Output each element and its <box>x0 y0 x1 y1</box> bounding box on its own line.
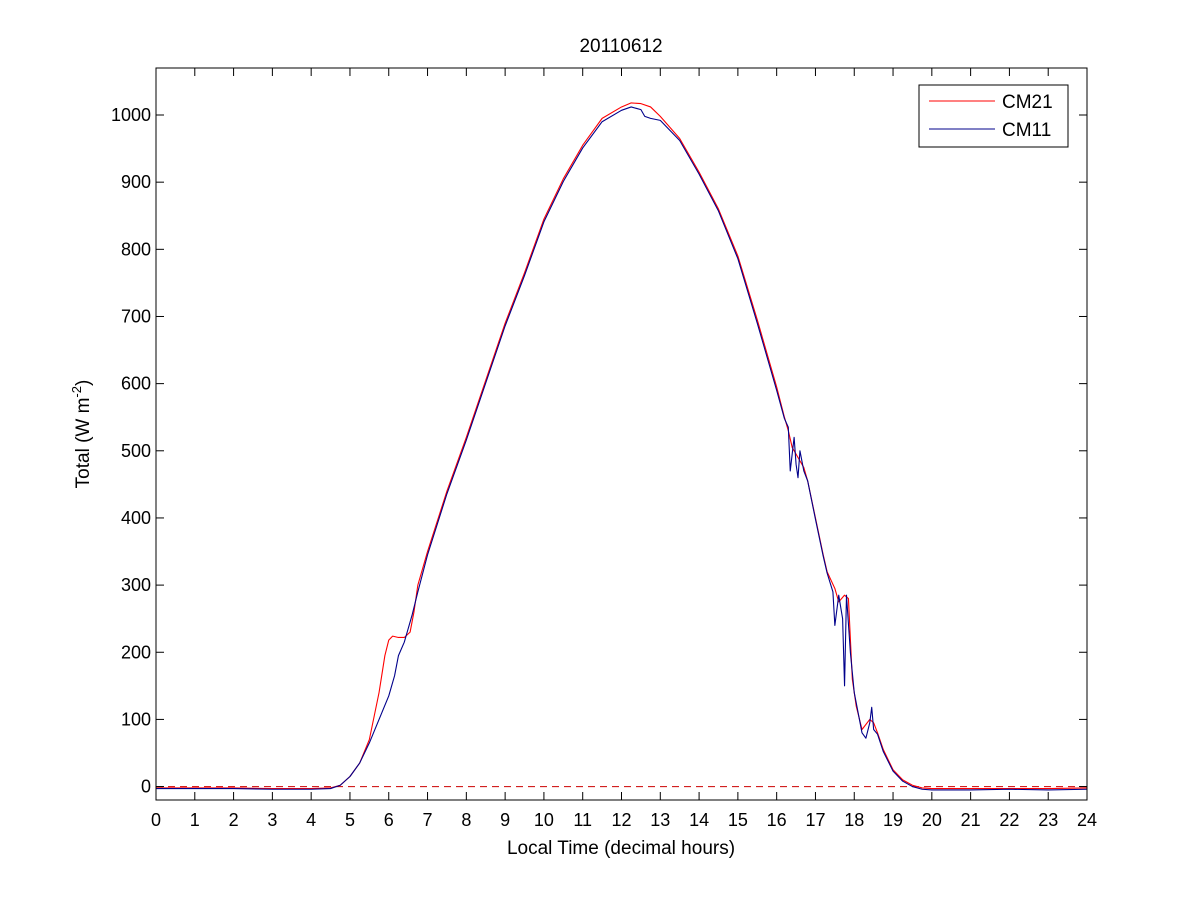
y-tick-label: 600 <box>121 374 151 394</box>
y-tick-label: 900 <box>121 172 151 192</box>
y-axis-label-main: Total (W m <box>73 398 94 489</box>
chart-title: 20110612 <box>579 36 662 57</box>
legend-label-cm21: CM21 <box>1002 92 1053 113</box>
x-tick-label: 0 <box>151 810 161 830</box>
y-axis-label-close: ) <box>73 380 94 386</box>
x-tick-label: 7 <box>423 810 433 830</box>
x-axis: 0 1 2 3 4 5 6 7 8 9 10 11 12 13 14 15 16 17 18 19 20 21 22 23 24 <box>151 68 1097 830</box>
y-axis: 0 100 200 300 400 500 600 700 800 900 1000 <box>111 105 1087 797</box>
x-tick-label: 21 <box>961 810 981 830</box>
series-line-cm11 <box>156 106 1088 791</box>
y-tick-label: 300 <box>121 575 151 595</box>
y-axis-label: Total (W m-2) <box>69 380 94 489</box>
y-tick-label: 700 <box>121 306 151 326</box>
y-tick-label: 100 <box>121 709 151 729</box>
x-tick-label: 12 <box>611 810 631 830</box>
x-tick-label: 6 <box>384 810 394 830</box>
x-tick-label: 3 <box>267 810 277 830</box>
y-tick-label: 1000 <box>111 105 151 125</box>
legend-box <box>918 84 1069 148</box>
x-tick-label: 11 <box>573 810 592 830</box>
y-axis-label-superscript: -2 <box>69 386 84 398</box>
x-tick-label: 5 <box>345 810 355 830</box>
x-tick-label: 19 <box>883 810 903 830</box>
series-layer <box>156 102 1088 791</box>
x-tick-label: 1 <box>190 810 200 830</box>
y-tick-label: 200 <box>121 642 151 662</box>
x-tick-label: 9 <box>500 810 510 830</box>
series-line-cm21 <box>156 102 1088 790</box>
x-tick-label: 18 <box>844 810 864 830</box>
y-tick-label: 400 <box>121 508 151 528</box>
x-tick-label: 17 <box>805 810 825 830</box>
y-tick-label: 800 <box>121 239 151 259</box>
x-tick-label: 2 <box>229 810 239 830</box>
x-tick-label: 15 <box>728 810 748 830</box>
legend: CM21 CM11 <box>918 84 1069 148</box>
x-tick-label: 23 <box>1038 810 1058 830</box>
x-axis-label: Local Time (decimal hours) <box>507 838 735 859</box>
x-tick-label: 24 <box>1077 810 1097 830</box>
x-tick-label: 22 <box>999 810 1019 830</box>
x-tick-label: 16 <box>767 810 787 830</box>
x-tick-label: 20 <box>922 810 942 830</box>
x-tick-label: 8 <box>461 810 471 830</box>
x-tick-label: 10 <box>534 810 554 830</box>
x-tick-label: 13 <box>650 810 670 830</box>
legend-label-cm11: CM11 <box>1002 120 1051 141</box>
x-tick-label: 4 <box>306 810 316 830</box>
y-tick-label: 500 <box>121 441 151 461</box>
x-tick-label: 14 <box>689 810 709 830</box>
y-tick-label: 0 <box>141 777 151 797</box>
